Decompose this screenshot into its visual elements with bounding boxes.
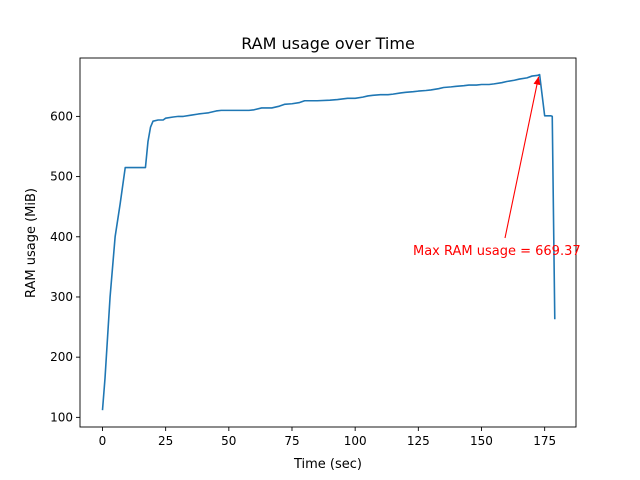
x-tick-label: 50 bbox=[221, 434, 236, 448]
y-tick-label: 200 bbox=[50, 350, 73, 364]
max-annotation-text: Max RAM usage = 669.37 bbox=[413, 244, 581, 259]
x-axis-label: Time (sec) bbox=[293, 457, 362, 472]
x-tick-label: 125 bbox=[407, 434, 430, 448]
y-axis-label: RAM usage (MiB) bbox=[24, 188, 39, 298]
x-tick-label: 175 bbox=[533, 434, 556, 448]
y-tick-label: 300 bbox=[50, 290, 73, 304]
chart-title: RAM usage over Time bbox=[241, 34, 415, 53]
x-tick-label: 100 bbox=[344, 434, 367, 448]
max-annotation-arrowhead bbox=[533, 76, 541, 86]
x-tick-label: 75 bbox=[284, 434, 299, 448]
y-tick-label: 500 bbox=[50, 170, 73, 184]
plot-frame bbox=[79, 57, 577, 428]
series-line-0 bbox=[101, 73, 556, 411]
y-axis: 100 200 300 400 500 600 bbox=[50, 109, 80, 424]
x-tick-label: 25 bbox=[158, 434, 173, 448]
max-annotation: Max RAM usage = 669.37 bbox=[413, 76, 581, 259]
plot-area bbox=[79, 57, 577, 428]
y-tick-label: 600 bbox=[50, 109, 73, 123]
y-tick-label: 100 bbox=[50, 410, 73, 424]
x-tick-label: 150 bbox=[470, 434, 493, 448]
y-tick-label: 400 bbox=[50, 230, 73, 244]
max-annotation-arrow bbox=[504, 76, 540, 239]
x-axis: 0 25 50 75 100 125 150 175 bbox=[99, 427, 556, 448]
x-tick-label: 0 bbox=[99, 434, 107, 448]
